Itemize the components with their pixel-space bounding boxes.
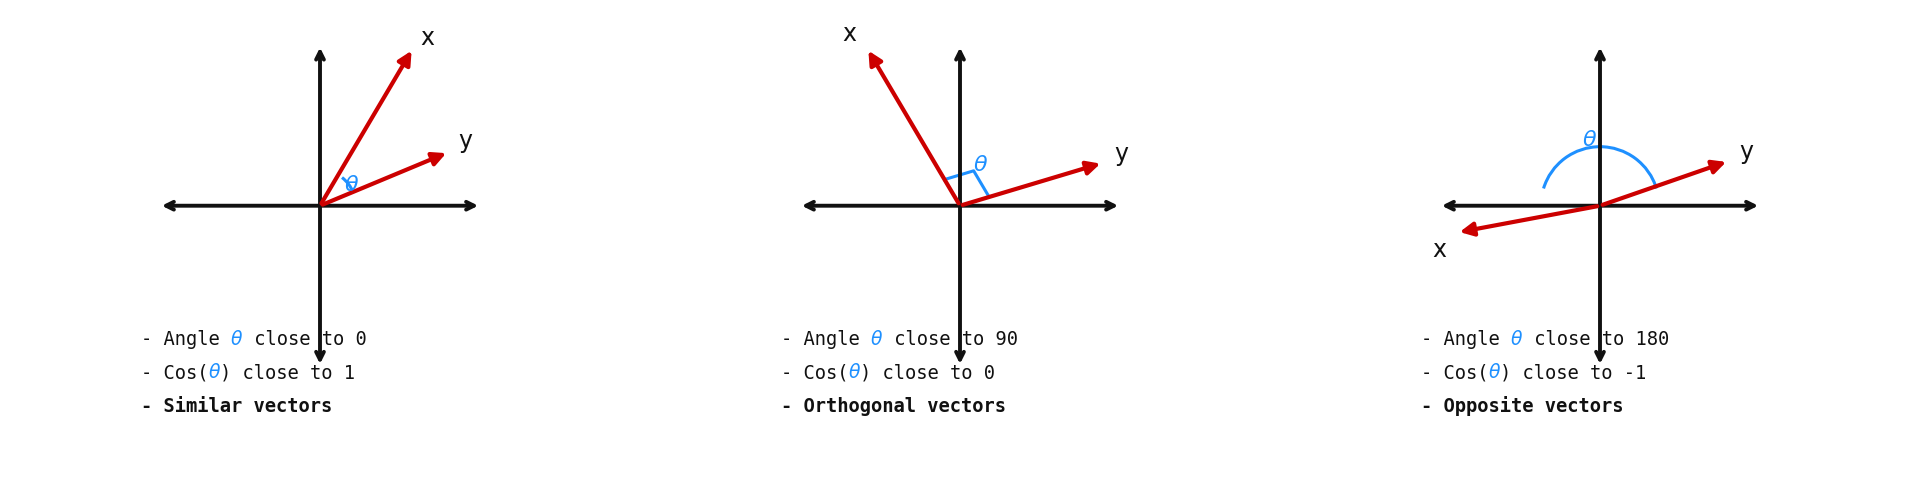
Text: ) close to 1: ) close to 1 <box>221 364 355 383</box>
Text: y: y <box>457 129 472 153</box>
Text: θ: θ <box>1488 364 1500 383</box>
Text: θ: θ <box>230 330 242 349</box>
Text: close to 90: close to 90 <box>883 330 1018 349</box>
Text: ) close to -1: ) close to -1 <box>1500 364 1645 383</box>
Text: θ: θ <box>344 175 359 195</box>
Text: x: x <box>420 26 434 50</box>
Text: close to 0: close to 0 <box>242 330 367 349</box>
Text: θ: θ <box>1582 129 1596 150</box>
Text: y: y <box>1114 142 1129 166</box>
Text: θ: θ <box>209 364 221 383</box>
Text: θ: θ <box>872 330 883 349</box>
Text: - Angle: - Angle <box>1421 330 1511 349</box>
Text: ) close to 0: ) close to 0 <box>860 364 995 383</box>
Text: θ: θ <box>849 364 860 383</box>
Text: - Opposite vectors: - Opposite vectors <box>1421 396 1624 416</box>
Text: x: x <box>1432 239 1446 262</box>
Text: y: y <box>1740 140 1753 164</box>
Text: - Orthogonal vectors: - Orthogonal vectors <box>781 397 1006 415</box>
Text: - Cos(: - Cos( <box>781 364 849 383</box>
Text: θ: θ <box>973 155 987 174</box>
Text: θ: θ <box>1511 330 1523 349</box>
Text: - Cos(: - Cos( <box>1421 364 1488 383</box>
Text: close to 180: close to 180 <box>1523 330 1668 349</box>
Text: - Cos(: - Cos( <box>140 364 209 383</box>
Text: - Angle: - Angle <box>781 330 872 349</box>
Text: x: x <box>843 22 856 46</box>
Text: - Angle: - Angle <box>140 330 230 349</box>
Text: - Similar vectors: - Similar vectors <box>140 397 332 415</box>
